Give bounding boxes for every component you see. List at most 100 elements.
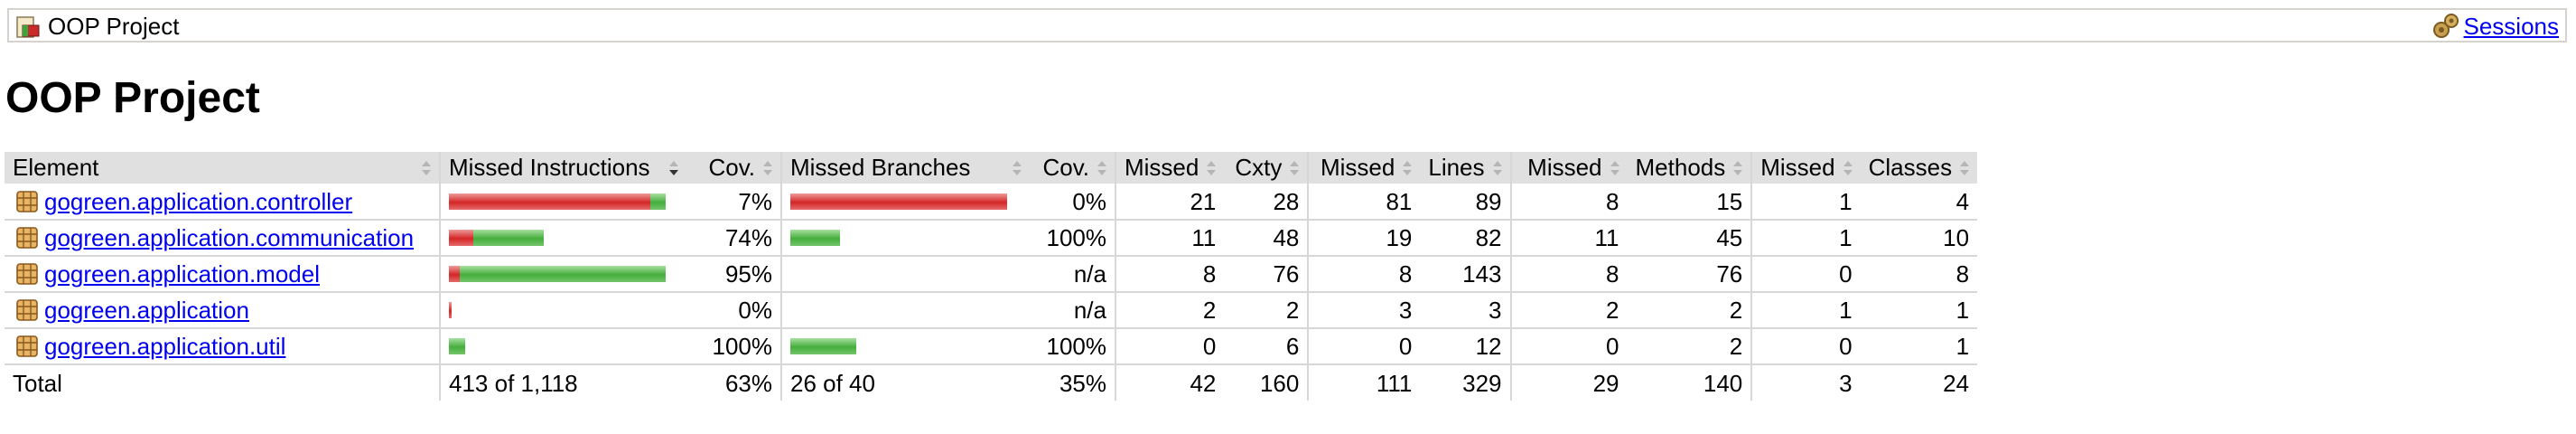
branches-coverage: 100%: [1030, 220, 1115, 257]
covered-bar: [650, 193, 666, 210]
header-missed-branches[interactable]: Missed Branches: [780, 152, 1030, 184]
branches-coverage: 0%: [1030, 184, 1115, 221]
missed-cxty: 0: [1114, 328, 1225, 365]
instructions-coverage: 74%: [686, 220, 781, 257]
header-missed-classes[interactable]: Missed: [1750, 152, 1861, 184]
methods: 15: [1627, 184, 1752, 221]
table-row: gogreen.application.model 95% n/a 8 76 8…: [5, 256, 1978, 293]
total-methods: 140: [1703, 369, 1743, 397]
classes: 1: [1860, 328, 1978, 365]
sort-both-icon: [1610, 161, 1619, 175]
header-cxty[interactable]: Cxty: [1224, 152, 1309, 184]
report-icon: [16, 16, 40, 38]
covered-bar: [473, 230, 544, 246]
header-missed-lines[interactable]: Missed: [1307, 152, 1421, 184]
instructions-coverage: 0%: [686, 292, 781, 329]
header-cov-instructions[interactable]: Cov.: [686, 152, 781, 184]
header-missed-instructions[interactable]: Missed Instructions: [439, 152, 686, 184]
sort-both-icon: [1013, 161, 1022, 175]
methods: 45: [1627, 220, 1752, 257]
page-title: OOP Project: [5, 74, 260, 122]
branches-bar: [790, 221, 1022, 255]
table-total-row: Total 413 of 1,118 63% 26 of 40 35% 42 1…: [5, 364, 1977, 401]
branches-bar: [790, 184, 1022, 219]
lines: 143: [1420, 256, 1511, 293]
sort-both-icon: [1960, 161, 1970, 175]
missed-methods: 11: [1509, 220, 1628, 257]
package-link[interactable]: gogreen.application.util: [44, 333, 286, 360]
table-row: gogreen.application 0% n/a 2 2 3 3 2 2 1…: [5, 292, 1978, 329]
header-missed-methods[interactable]: Missed: [1509, 152, 1628, 184]
cxty: 2: [1224, 292, 1309, 329]
methods: 2: [1627, 328, 1752, 365]
sort-both-icon: [1290, 161, 1300, 175]
table-row: gogreen.application.controller 7% 0% 21 …: [5, 184, 1978, 221]
cxty: 76: [1224, 256, 1309, 293]
covered-bar: [790, 230, 840, 246]
covered-bar: [460, 266, 666, 282]
table-row: gogreen.application.util 100% 100% 0 6 0…: [5, 328, 1978, 365]
instructions-coverage: 100%: [686, 328, 781, 365]
table-row: gogreen.application.communication 74% 10…: [5, 220, 1978, 257]
header-methods[interactable]: Methods: [1627, 152, 1752, 184]
cxty: 48: [1224, 220, 1309, 257]
classes: 10: [1860, 220, 1978, 257]
package-link[interactable]: gogreen.application: [44, 297, 249, 324]
instructions-coverage: 95%: [686, 256, 781, 293]
missed-bar: [449, 230, 473, 246]
total-branches: 26 of 40: [780, 364, 1030, 401]
header-classes[interactable]: Classes: [1860, 152, 1978, 184]
breadcrumb: OOP Project Sessions: [7, 8, 2567, 42]
classes: 4: [1860, 184, 1978, 221]
header-element[interactable]: Element: [5, 152, 440, 184]
sort-both-icon: [1492, 161, 1502, 175]
sort-both-icon: [763, 161, 772, 175]
missed-classes: 1: [1750, 292, 1861, 329]
package-link[interactable]: gogreen.application.controller: [44, 187, 353, 215]
instructions-bar: [449, 221, 678, 255]
sort-down-icon: [669, 161, 678, 175]
missed-methods: 8: [1509, 256, 1628, 293]
instructions-bar: [449, 293, 678, 327]
total-missed-classes: 3: [1750, 364, 1861, 401]
lines: 89: [1420, 184, 1511, 221]
total-lines: 329: [1462, 369, 1502, 397]
total-instructions: 413 of 1,118: [439, 364, 686, 401]
sort-both-icon: [1403, 161, 1413, 175]
missed-lines: 81: [1307, 184, 1421, 221]
header-cov-branches[interactable]: Cov.: [1030, 152, 1115, 184]
lines: 3: [1420, 292, 1511, 329]
branches-coverage: 100%: [1030, 328, 1115, 365]
breadcrumb-title: OOP Project: [48, 13, 180, 40]
methods: 76: [1627, 256, 1752, 293]
missed-cxty: 2: [1114, 292, 1225, 329]
package-icon: [16, 263, 38, 285]
header-missed-cxty[interactable]: Missed: [1114, 152, 1225, 184]
header-lines[interactable]: Lines: [1420, 152, 1511, 184]
branches-bar: [790, 329, 1022, 363]
missed-bar: [449, 302, 452, 318]
missed-cxty: 21: [1114, 184, 1225, 221]
missed-cxty: 11: [1114, 220, 1225, 257]
coverage-table: Element Missed Instructions Cov. Missed …: [5, 152, 1978, 401]
total-missed-lines: 111: [1307, 364, 1421, 401]
total-instructions-coverage: 63%: [724, 369, 772, 397]
package-icon: [16, 227, 38, 249]
covered-bar: [790, 338, 856, 354]
sessions-link[interactable]: Sessions: [2463, 12, 2560, 40]
branches-coverage: n/a: [1030, 292, 1115, 329]
missed-bar: [449, 266, 460, 282]
package-link[interactable]: gogreen.application.model: [44, 260, 320, 288]
package-link[interactable]: gogreen.application.communication: [44, 224, 415, 251]
sort-both-icon: [422, 161, 431, 175]
instructions-bar: [449, 184, 678, 219]
missed-bar: [449, 193, 650, 210]
missed-classes: 0: [1750, 328, 1861, 365]
sessions-icon: [2432, 14, 2459, 38]
missed-classes: 0: [1750, 256, 1861, 293]
sort-both-icon: [1843, 161, 1853, 175]
methods: 2: [1627, 292, 1752, 329]
missed-methods: 2: [1509, 292, 1628, 329]
missed-classes: 1: [1750, 184, 1861, 221]
total-missed-methods: 29: [1509, 364, 1628, 401]
